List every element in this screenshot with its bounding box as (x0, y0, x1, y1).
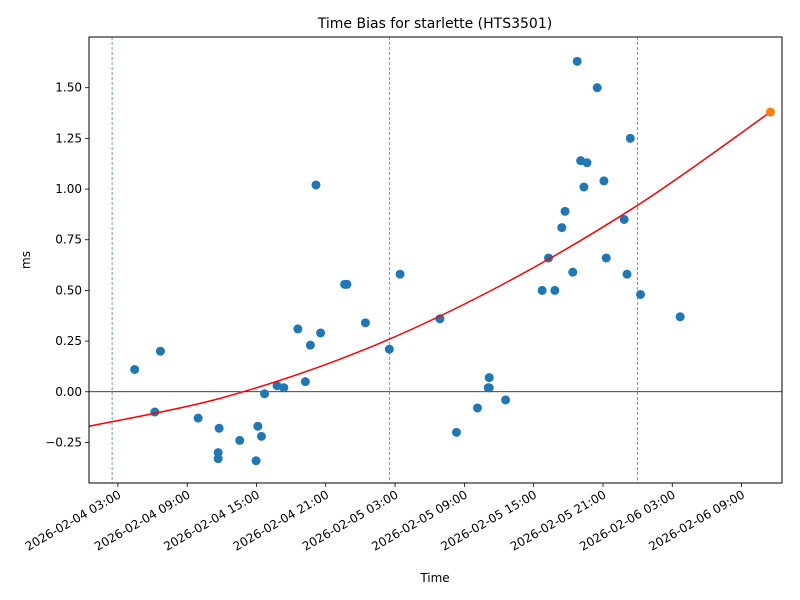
data-point (213, 454, 223, 464)
data-point (550, 285, 560, 295)
data-point (560, 206, 570, 216)
data-point (636, 289, 646, 299)
data-point (601, 253, 611, 263)
data-point (568, 267, 578, 277)
data-point (537, 285, 547, 295)
data-point (395, 269, 405, 279)
data-point (305, 340, 315, 350)
y-tick-label: 1.00 (55, 182, 82, 196)
data-point (572, 56, 582, 66)
data-point (316, 328, 326, 338)
data-point (193, 413, 203, 423)
plot-area (89, 37, 782, 483)
y-tick-label: 0.00 (55, 385, 82, 399)
data-point (235, 435, 245, 445)
data-point (130, 364, 140, 374)
y-axis-title: ms (19, 251, 33, 269)
data-point (251, 456, 261, 466)
data-point (501, 395, 511, 405)
data-point (579, 182, 589, 192)
data-point (451, 427, 461, 437)
y-tick-label: 1.25 (55, 131, 82, 145)
data-point (483, 383, 493, 393)
data-point (293, 324, 303, 334)
data-point (342, 279, 352, 289)
data-point (260, 389, 270, 399)
y-axis: −0.25 0.00 0.25 0.50 0.75 1.00 1.25 1.50 (45, 81, 89, 449)
x-axis-title: Time (419, 571, 449, 585)
data-point (472, 403, 482, 413)
plot-frame (88, 36, 783, 484)
data-point (619, 214, 629, 224)
vertical-lines (111, 37, 638, 483)
chart-title: Time Bias for starlette (HTS3501) (317, 16, 552, 32)
data-point (384, 344, 394, 354)
highlighted-points (765, 107, 775, 117)
fit-curve (88, 111, 771, 427)
data-point (625, 133, 635, 143)
data-points (130, 56, 685, 466)
y-tick-label: 1.50 (55, 81, 82, 95)
data-point (599, 176, 609, 186)
data-point (155, 346, 165, 356)
data-point (256, 431, 266, 441)
data-point (279, 383, 289, 393)
y-tick-label: 0.50 (55, 283, 82, 297)
data-point (484, 373, 494, 383)
data-point (311, 180, 321, 190)
latest-point (765, 107, 775, 117)
y-tick-label: 0.25 (55, 334, 82, 348)
fit-curves (88, 111, 771, 427)
y-tick-label: −0.25 (45, 435, 82, 449)
data-point (214, 423, 224, 433)
data-point (557, 223, 567, 233)
y-tick-label: 0.75 (55, 233, 82, 247)
data-point (360, 318, 370, 328)
data-point (675, 312, 685, 322)
data-point (582, 158, 592, 168)
data-point (622, 269, 632, 279)
data-point (253, 421, 263, 431)
data-point (592, 83, 602, 93)
data-point (300, 377, 310, 387)
